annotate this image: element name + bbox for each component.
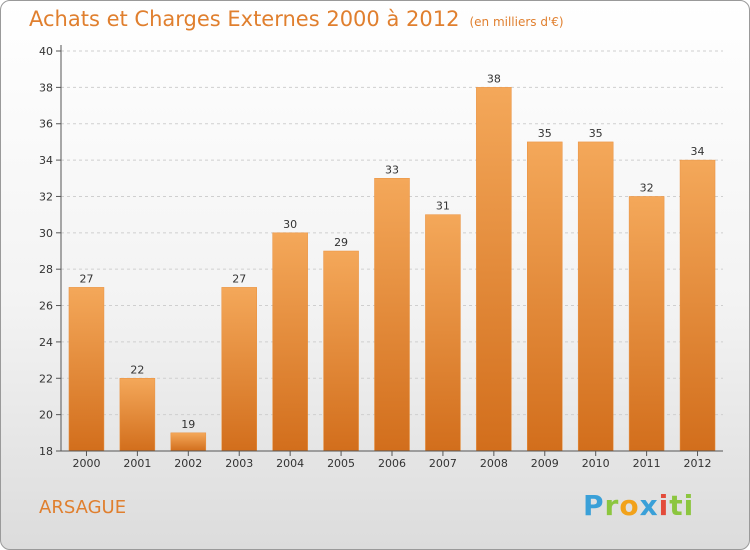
x-tick-label: 2004	[276, 457, 304, 470]
y-tick-label: 26	[39, 300, 53, 313]
bar	[628, 196, 665, 452]
bar	[577, 141, 614, 452]
bar-value-label: 29	[334, 236, 348, 249]
bar-value-label: 34	[691, 145, 705, 158]
x-tick-label: 2002	[174, 457, 202, 470]
logo-letter: i	[658, 489, 670, 522]
bar-value-label: 22	[130, 363, 144, 376]
bar-value-label: 35	[538, 127, 552, 140]
x-tick-label: 2012	[684, 457, 712, 470]
bar-layer	[68, 87, 716, 452]
bar-value-label: 19	[181, 418, 195, 431]
bar-value-label: 38	[487, 72, 501, 85]
x-tick-label: 2007	[429, 457, 457, 470]
bar	[272, 232, 308, 452]
commune-name: ARSAGUE	[39, 497, 127, 518]
y-tick-label: 30	[39, 227, 53, 240]
x-tick-label: 2000	[72, 457, 100, 470]
x-tick-label: 2009	[531, 457, 559, 470]
x-tick-label: 2011	[633, 457, 661, 470]
y-tick-label: 18	[39, 445, 53, 458]
y-tick-label: 36	[39, 118, 53, 131]
x-tick-label: 2006	[378, 457, 406, 470]
bar-value-label: 31	[436, 200, 450, 213]
logo-letter: o	[619, 489, 640, 522]
logo-letter: P	[583, 489, 605, 522]
bar-value-label: 27	[232, 272, 246, 285]
bar-value-label: 35	[589, 127, 603, 140]
x-tick-label: 2005	[327, 457, 355, 470]
x-tick-label: 2003	[225, 457, 253, 470]
axis-layer: 18 20 22 24 26 28 30 32 34 36 38 40 27 2000 22 2001 19 20…	[39, 45, 723, 470]
y-tick-label: 34	[39, 154, 53, 167]
bar-value-label: 27	[79, 272, 93, 285]
bar	[679, 159, 716, 452]
x-tick-label: 2001	[123, 457, 151, 470]
bar	[425, 214, 461, 452]
logo-letter: x	[639, 489, 659, 522]
bar	[374, 178, 410, 452]
bar	[170, 432, 207, 452]
chart-title: Achats et Charges Externes 2000 à 2012 (e…	[29, 7, 564, 31]
x-tick-label: 2010	[582, 457, 610, 470]
y-tick-label: 28	[39, 263, 53, 276]
bar	[476, 87, 512, 452]
bar	[119, 378, 156, 452]
title-text: Achats et Charges Externes 2000 à 2012	[29, 7, 460, 31]
y-tick-label: 22	[39, 372, 53, 385]
bar	[68, 287, 105, 452]
logo-letter: r	[604, 489, 620, 522]
y-tick-label: 20	[39, 409, 53, 422]
proxiti-logo[interactable]: Proxiti	[583, 489, 694, 522]
title-unit: (en milliers d'€)	[469, 15, 564, 29]
bar	[221, 287, 257, 452]
bar	[527, 141, 563, 452]
logo-letter: ti	[669, 489, 695, 522]
bar-value-label: 32	[640, 181, 654, 194]
y-tick-label: 24	[39, 336, 53, 349]
x-tick-label: 2008	[480, 457, 508, 470]
y-tick-label: 40	[39, 45, 53, 58]
y-tick-label: 32	[39, 190, 53, 203]
y-tick-label: 38	[39, 81, 53, 94]
bar	[323, 250, 359, 452]
bar-value-label: 30	[283, 218, 297, 231]
bar-value-label: 33	[385, 163, 399, 176]
